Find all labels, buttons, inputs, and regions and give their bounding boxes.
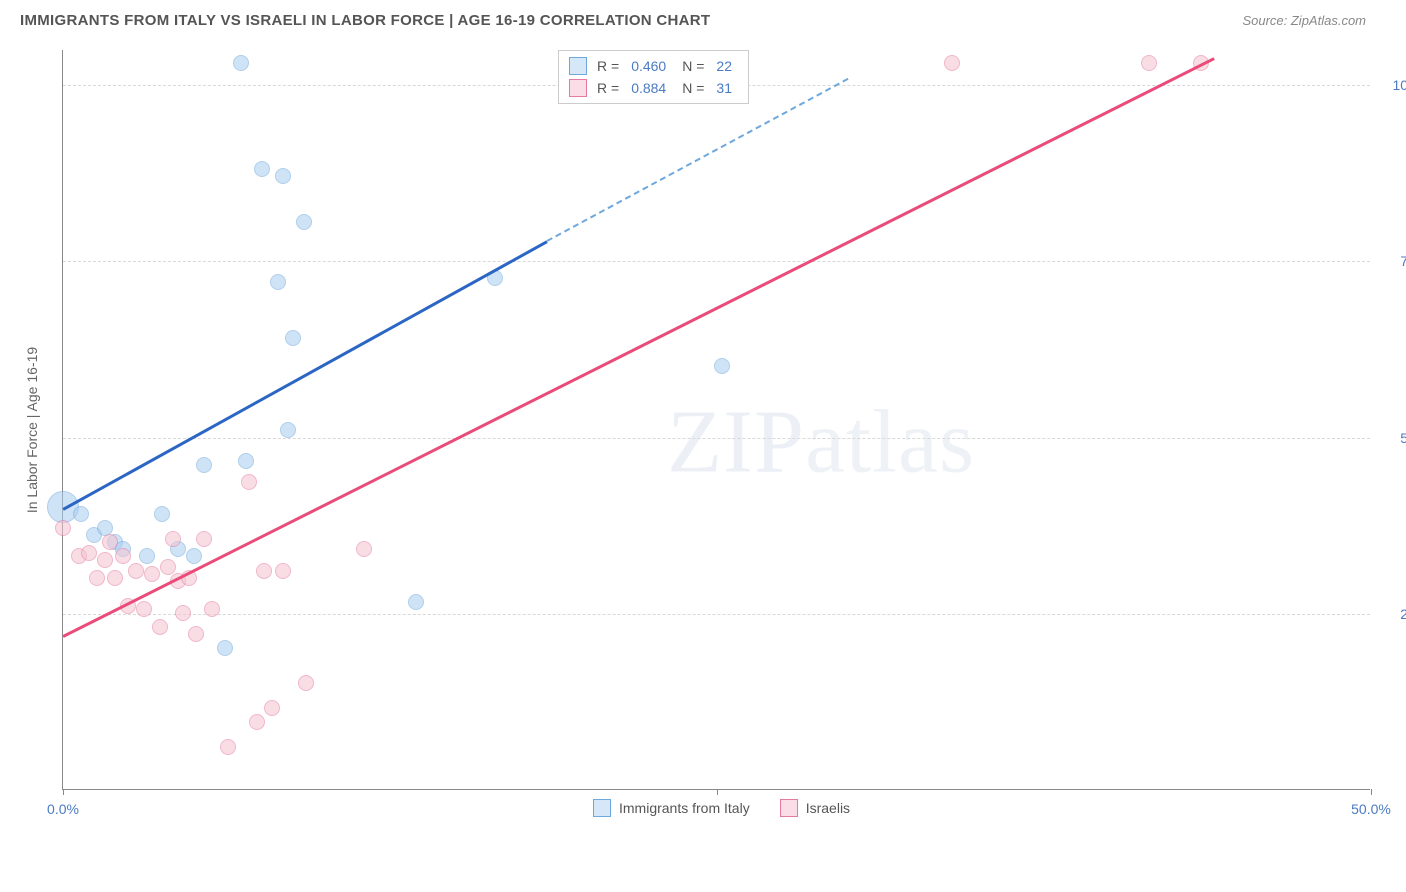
scatter-point bbox=[152, 619, 168, 635]
scatter-point bbox=[241, 474, 257, 490]
r-label: R = bbox=[597, 58, 619, 74]
legend-item: Immigrants from Italy bbox=[593, 799, 750, 817]
scatter-point bbox=[81, 545, 97, 561]
legend-swatch bbox=[569, 57, 587, 75]
x-tick-label: 0.0% bbox=[47, 801, 79, 817]
scatter-point bbox=[115, 548, 131, 564]
scatter-point bbox=[233, 55, 249, 71]
scatter-point bbox=[55, 520, 71, 536]
scatter-point bbox=[160, 559, 176, 575]
chart-container: In Labor Force | Age 16-19 ZIPatlas 25.0… bbox=[50, 50, 1370, 810]
scatter-point bbox=[89, 570, 105, 586]
r-value: 0.460 bbox=[631, 58, 666, 74]
y-tick-label: 75.0% bbox=[1380, 253, 1406, 269]
scatter-point bbox=[139, 548, 155, 564]
scatter-point bbox=[128, 563, 144, 579]
legend-swatch bbox=[593, 799, 611, 817]
r-value: 0.884 bbox=[631, 80, 666, 96]
scatter-point bbox=[136, 601, 152, 617]
scatter-point bbox=[188, 626, 204, 642]
n-label: N = bbox=[682, 58, 704, 74]
scatter-point bbox=[217, 640, 233, 656]
legend-label: Immigrants from Italy bbox=[619, 800, 750, 816]
legend-row: R = 0.884 N = 31 bbox=[569, 77, 738, 99]
y-tick-label: 25.0% bbox=[1380, 606, 1406, 622]
trend-line bbox=[62, 57, 1214, 637]
scatter-point bbox=[264, 700, 280, 716]
n-label: N = bbox=[682, 80, 704, 96]
watermark: ZIPatlas bbox=[667, 390, 975, 493]
correlation-legend: R = 0.460 N = 22 R = 0.884 N = 31 bbox=[558, 50, 749, 104]
source-attribution: Source: ZipAtlas.com bbox=[1242, 13, 1366, 28]
trend-line bbox=[62, 240, 547, 510]
x-tick-label: 50.0% bbox=[1351, 801, 1391, 817]
scatter-point bbox=[256, 563, 272, 579]
scatter-point bbox=[196, 457, 212, 473]
scatter-point bbox=[1141, 55, 1157, 71]
scatter-point bbox=[238, 453, 254, 469]
x-tick bbox=[717, 789, 718, 795]
chart-title: IMMIGRANTS FROM ITALY VS ISRAELI IN LABO… bbox=[20, 12, 710, 29]
n-value: 22 bbox=[716, 58, 732, 74]
legend-label: Israelis bbox=[806, 800, 850, 816]
legend-item: Israelis bbox=[780, 799, 850, 817]
scatter-point bbox=[220, 739, 236, 755]
scatter-point bbox=[97, 552, 113, 568]
scatter-point bbox=[249, 714, 265, 730]
scatter-point bbox=[254, 161, 270, 177]
y-tick-label: 100.0% bbox=[1380, 77, 1406, 93]
scatter-point bbox=[73, 506, 89, 522]
scatter-point bbox=[275, 563, 291, 579]
grid-line bbox=[63, 261, 1370, 262]
scatter-point bbox=[196, 531, 212, 547]
grid-line bbox=[63, 614, 1370, 615]
n-value: 31 bbox=[716, 80, 732, 96]
scatter-point bbox=[408, 594, 424, 610]
scatter-point bbox=[944, 55, 960, 71]
scatter-point bbox=[285, 330, 301, 346]
scatter-point bbox=[186, 548, 202, 564]
scatter-point bbox=[102, 534, 118, 550]
scatter-point bbox=[298, 675, 314, 691]
r-label: R = bbox=[597, 80, 619, 96]
scatter-point bbox=[280, 422, 296, 438]
scatter-point bbox=[714, 358, 730, 374]
scatter-point bbox=[107, 570, 123, 586]
y-axis-label: In Labor Force | Age 16-19 bbox=[24, 347, 40, 513]
scatter-point bbox=[165, 531, 181, 547]
plot-area: ZIPatlas 25.0%50.0%75.0%100.0%0.0%50.0%R… bbox=[62, 50, 1370, 790]
scatter-point bbox=[175, 605, 191, 621]
legend-row: R = 0.460 N = 22 bbox=[569, 55, 738, 77]
scatter-point bbox=[356, 541, 372, 557]
legend-swatch bbox=[569, 79, 587, 97]
grid-line bbox=[63, 438, 1370, 439]
series-legend: Immigrants from Italy Israelis bbox=[593, 799, 850, 817]
scatter-point bbox=[270, 274, 286, 290]
legend-swatch bbox=[780, 799, 798, 817]
scatter-point bbox=[204, 601, 220, 617]
y-tick-label: 50.0% bbox=[1380, 430, 1406, 446]
scatter-point bbox=[275, 168, 291, 184]
scatter-point bbox=[144, 566, 160, 582]
scatter-point bbox=[154, 506, 170, 522]
x-tick bbox=[63, 789, 64, 795]
x-tick bbox=[1371, 789, 1372, 795]
scatter-point bbox=[296, 214, 312, 230]
